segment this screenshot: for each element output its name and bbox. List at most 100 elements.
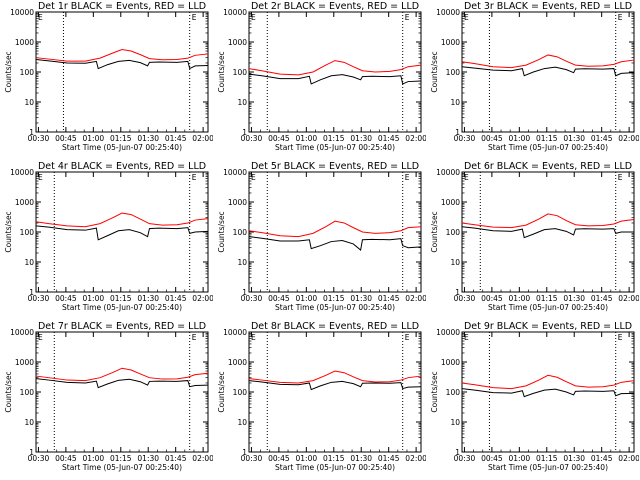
x-tick-label: 00:30 (454, 134, 476, 143)
x-tick-label: 01:15 (110, 454, 132, 463)
y-axis-label: Counts/sec (430, 211, 439, 252)
y-tick-label: 1 (455, 288, 460, 297)
y-tick-label: 1000 (228, 198, 247, 207)
x-tick-label: 01:00 (509, 294, 531, 303)
panel-title: Det 7r BLACK = Events, RED = LLD (38, 321, 206, 332)
corner-label-right: E (192, 173, 197, 182)
x-tick-label: 00:45 (55, 454, 77, 463)
corner-label-right: E (618, 333, 623, 342)
y-axis-label: Counts/sec (430, 371, 439, 412)
y-tick-label: 100 (446, 388, 461, 397)
x-axis-label: Start Time (05-Jun-07 00:25:40) (275, 143, 395, 152)
x-tick-label: 01:45 (165, 454, 187, 463)
x-tick-label: 01:45 (378, 294, 400, 303)
y-tick-label: 10 (237, 258, 247, 267)
y-tick-label: 1000 (15, 358, 34, 367)
series-lld-line (248, 220, 422, 238)
y-tick-label: 10 (24, 418, 34, 427)
x-tick-label: 02:00 (618, 454, 639, 463)
x-tick-label: 02:00 (405, 134, 426, 143)
x-tick-label: 00:45 (481, 134, 503, 143)
x-tick-label: 00:30 (241, 134, 263, 143)
corner-label-left: E (38, 13, 43, 22)
y-axis-label: Counts/sec (4, 371, 13, 412)
corner-label-left: E (464, 173, 469, 182)
series-events-line (461, 388, 635, 398)
corner-label-left: E (251, 173, 256, 182)
y-tick-label: 10000 (223, 8, 247, 17)
plot-frame (35, 171, 209, 293)
x-tick-label: 00:30 (241, 454, 263, 463)
x-tick-label: 00:45 (268, 454, 290, 463)
x-tick-label: 00:45 (481, 454, 503, 463)
y-tick-label: 1 (242, 288, 247, 297)
x-tick-label: 01:30 (563, 134, 585, 143)
x-tick-label: 01:30 (563, 454, 585, 463)
series-events-line (461, 226, 634, 239)
y-tick-label: 100 (20, 388, 35, 397)
x-tick-label: 00:45 (268, 134, 290, 143)
series-events-line (35, 378, 209, 389)
plot-frame (248, 11, 422, 133)
series-events-line (248, 73, 422, 85)
x-tick-label: 01:45 (165, 294, 187, 303)
panel-title: Det 6r BLACK = Events, RED = LLD (464, 161, 632, 172)
y-tick-label: 10000 (436, 328, 460, 337)
y-tick-label: 1000 (15, 38, 34, 47)
y-tick-label: 10 (450, 418, 460, 427)
y-tick-label: 1 (455, 448, 460, 457)
series-events-line (461, 66, 635, 77)
corner-label-right: E (405, 333, 410, 342)
x-tick-label: 01:00 (83, 134, 105, 143)
x-tick-label: 02:00 (192, 294, 213, 303)
panel-title: Det 2r BLACK = Events, RED = LLD (251, 1, 419, 12)
x-tick-label: 01:15 (536, 454, 558, 463)
x-tick-label: 01:45 (378, 454, 400, 463)
y-tick-label: 10 (450, 258, 460, 267)
y-tick-label: 1 (455, 128, 460, 137)
series-events-line (248, 236, 422, 251)
x-tick-label: 01:30 (350, 454, 372, 463)
y-tick-label: 1 (242, 448, 247, 457)
plot-frame (461, 171, 635, 293)
y-tick-label: 10 (24, 98, 34, 107)
x-tick-label: 00:30 (454, 454, 476, 463)
series-events-line (248, 380, 422, 391)
x-tick-label: 01:30 (137, 294, 159, 303)
corner-label-left: E (464, 333, 469, 342)
y-tick-label: 10000 (223, 168, 247, 177)
x-tick-label: 00:30 (241, 294, 263, 303)
x-tick-label: 01:45 (591, 294, 613, 303)
y-axis-label: Counts/sec (217, 371, 226, 412)
series-lld-line (461, 213, 635, 229)
x-tick-label: 01:00 (83, 454, 105, 463)
corner-label-left: E (251, 333, 256, 342)
plot-frame (461, 11, 635, 133)
corner-label-right: E (405, 173, 410, 182)
corner-label-right: E (192, 333, 197, 342)
y-tick-label: 10000 (436, 8, 460, 17)
series-lld-line (248, 370, 422, 384)
x-tick-label: 00:45 (55, 294, 77, 303)
x-tick-label: 00:30 (28, 454, 50, 463)
plot-frame (248, 331, 422, 453)
y-tick-label: 100 (20, 68, 35, 77)
y-tick-label: 100 (233, 228, 248, 237)
x-axis-label: Start Time (05-Jun-07 00:25:40) (488, 143, 608, 152)
x-tick-label: 00:45 (268, 294, 290, 303)
x-tick-label: 00:45 (481, 294, 503, 303)
x-tick-label: 01:15 (110, 294, 132, 303)
x-tick-label: 01:30 (563, 294, 585, 303)
y-tick-label: 10 (450, 98, 460, 107)
x-tick-label: 01:30 (137, 454, 159, 463)
series-lld-line (461, 374, 635, 390)
x-axis-label: Start Time (05-Jun-07 00:25:40) (488, 463, 608, 472)
y-tick-label: 10000 (223, 328, 247, 337)
series-events-line (35, 225, 209, 241)
